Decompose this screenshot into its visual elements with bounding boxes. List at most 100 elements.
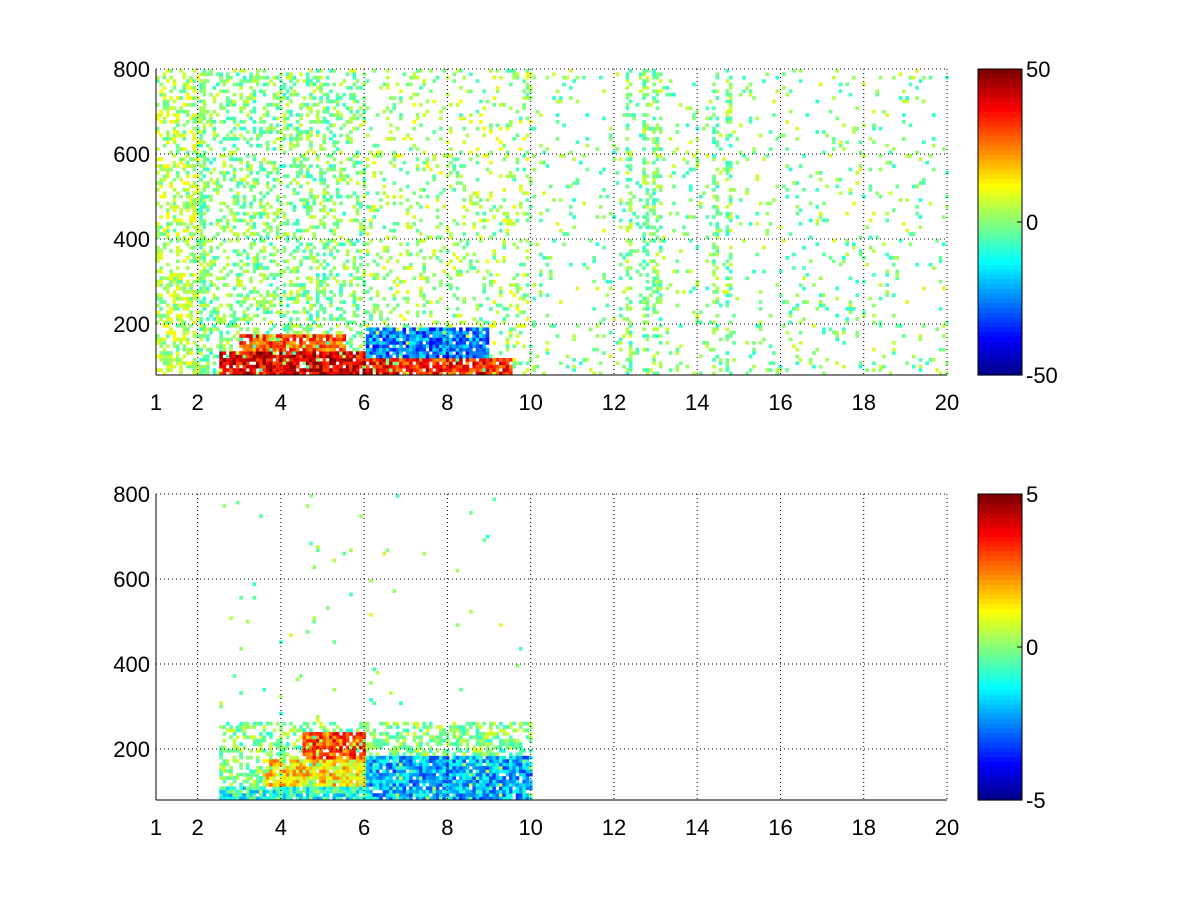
heatmap-cell xyxy=(232,262,237,267)
heatmap-cell xyxy=(675,347,680,352)
heatmap-cell xyxy=(196,96,200,100)
heatmap-cell xyxy=(389,361,393,366)
heatmap-cell xyxy=(186,86,190,90)
heatmap-cell xyxy=(928,154,933,158)
heatmap-cell xyxy=(279,222,283,226)
heatmap-cell xyxy=(176,286,180,291)
heatmap-cell xyxy=(309,143,313,148)
heatmap-cell xyxy=(628,334,633,338)
heatmap-cell xyxy=(445,228,450,233)
heatmap-cell xyxy=(732,130,736,134)
heatmap-cell xyxy=(728,133,733,138)
heatmap-cell xyxy=(385,249,390,253)
heatmap-cell xyxy=(176,283,180,287)
heatmap-cell xyxy=(525,86,530,90)
x-tick-label: 10 xyxy=(518,390,542,415)
heatmap-cell xyxy=(385,75,390,80)
heatmap-cell xyxy=(179,249,183,253)
heatmap-cell xyxy=(618,313,623,318)
heatmap-cell xyxy=(265,354,270,359)
heatmap-cell xyxy=(302,286,307,291)
heatmap-cell xyxy=(339,307,343,311)
x-tick-label: 18 xyxy=(851,390,875,415)
heatmap-cell xyxy=(245,262,250,267)
heatmap-cell xyxy=(199,130,203,134)
heatmap-cell xyxy=(312,303,317,308)
heatmap-cell xyxy=(259,351,263,355)
heatmap-cell xyxy=(249,188,253,192)
heatmap-cell xyxy=(665,327,670,332)
heatmap-cell xyxy=(725,120,730,124)
heatmap-cell xyxy=(176,279,180,284)
heatmap-cell xyxy=(798,208,803,213)
heatmap-cell xyxy=(349,358,353,362)
heatmap-cell xyxy=(319,283,323,287)
heatmap-cell xyxy=(415,341,420,345)
heatmap-cell xyxy=(365,347,370,352)
heatmap-cell xyxy=(329,273,333,277)
heatmap-cell xyxy=(259,167,263,172)
heatmap-cell xyxy=(309,191,313,196)
heatmap-cell xyxy=(655,279,660,284)
heatmap-cell xyxy=(439,222,443,226)
heatmap-cell xyxy=(229,796,233,801)
heatmap-cell xyxy=(352,113,357,117)
heatmap-cell xyxy=(529,86,533,90)
heatmap-cell xyxy=(502,256,506,260)
heatmap-cell xyxy=(245,347,250,352)
heatmap-cell xyxy=(345,106,350,111)
heatmap-cell xyxy=(715,235,720,240)
heatmap-cell xyxy=(655,143,660,148)
heatmap-cell xyxy=(479,337,483,342)
heatmap-cell xyxy=(259,354,263,359)
heatmap-cell xyxy=(239,351,243,355)
heatmap-cell xyxy=(402,361,407,366)
heatmap-cell xyxy=(455,347,460,352)
heatmap-cell xyxy=(329,228,333,233)
heatmap-cell xyxy=(379,354,383,359)
heatmap-cell xyxy=(618,201,623,206)
colorbar-swatch xyxy=(978,88,1022,94)
heatmap-cell xyxy=(539,113,543,117)
heatmap-cell xyxy=(782,72,786,77)
heatmap-cell xyxy=(405,266,410,270)
heatmap-cell xyxy=(658,184,663,189)
heatmap-cell xyxy=(282,293,287,298)
heatmap-cell xyxy=(552,239,556,243)
heatmap-cell xyxy=(392,154,397,158)
heatmap-cell xyxy=(159,269,163,274)
heatmap-cell xyxy=(272,364,277,369)
heatmap-cell xyxy=(202,174,207,179)
heatmap-cell xyxy=(202,256,207,260)
heatmap-cell xyxy=(225,786,230,791)
heatmap-cell xyxy=(179,371,183,376)
heatmap-cell xyxy=(645,211,650,216)
heatmap-cell xyxy=(235,184,240,189)
heatmap-cell xyxy=(332,106,337,111)
heatmap-cell xyxy=(519,310,523,315)
heatmap-cell xyxy=(455,222,460,226)
heatmap-cell xyxy=(309,225,313,230)
heatmap-cell xyxy=(222,745,227,750)
heatmap-cell xyxy=(382,347,387,352)
heatmap-cell xyxy=(305,103,310,107)
heatmap-cell xyxy=(199,371,203,376)
heatmap-cell xyxy=(279,354,283,359)
heatmap-cell xyxy=(519,296,523,301)
heatmap-cell xyxy=(265,130,270,134)
heatmap-cell xyxy=(229,351,233,355)
heatmap-cell xyxy=(225,776,230,780)
heatmap-cell xyxy=(862,313,866,318)
heatmap-cell xyxy=(172,99,177,104)
heatmap-cell xyxy=(432,351,436,355)
heatmap-cell xyxy=(202,194,207,199)
heatmap-cell xyxy=(339,330,343,335)
heatmap-cell xyxy=(325,361,330,366)
heatmap-cell xyxy=(182,147,187,151)
heatmap-cell xyxy=(315,290,320,294)
heatmap-cell xyxy=(932,143,936,148)
heatmap-cell xyxy=(595,334,600,338)
heatmap-cell xyxy=(822,327,826,332)
heatmap-cell xyxy=(289,137,293,141)
heatmap-cell xyxy=(482,106,486,111)
